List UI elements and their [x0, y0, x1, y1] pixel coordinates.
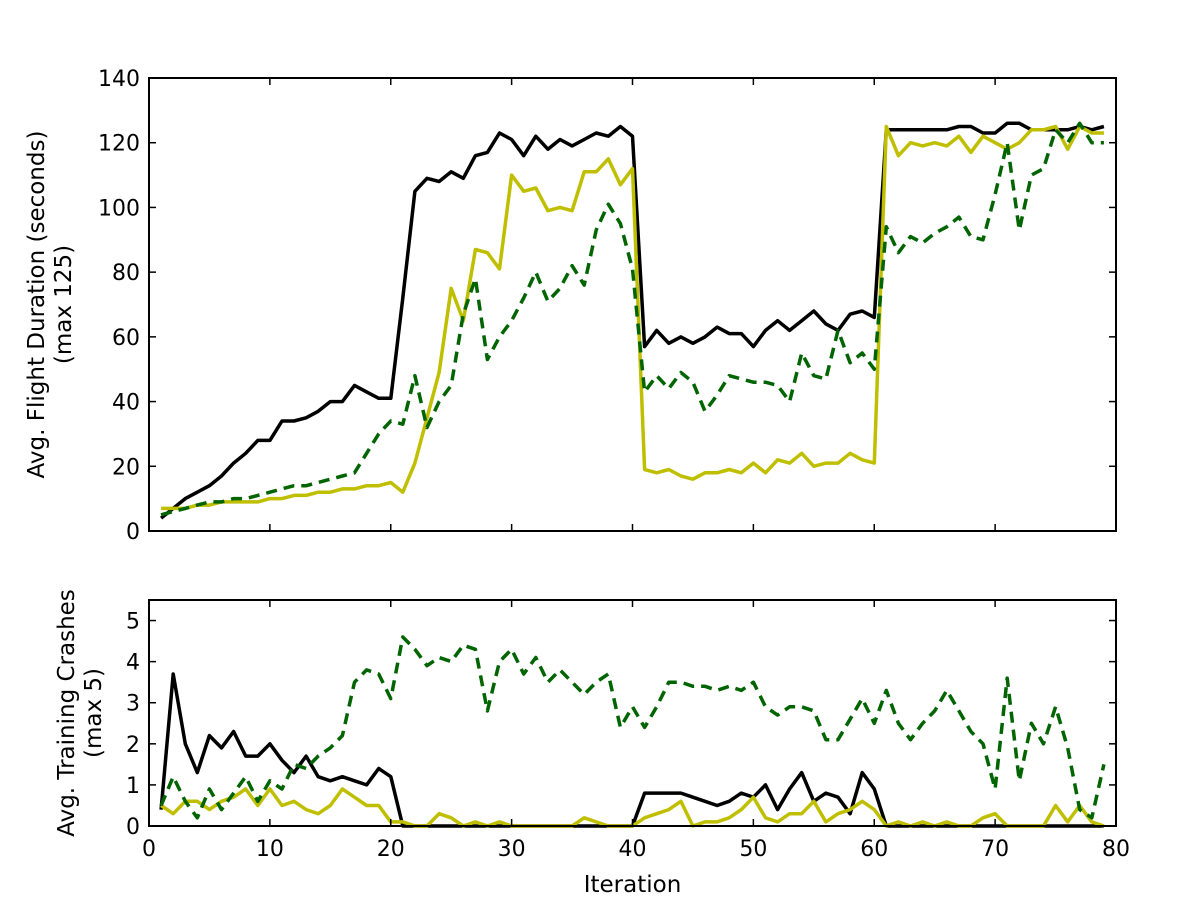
y-tick-label: 1 — [126, 774, 140, 799]
x-tick-label: 40 — [619, 837, 647, 862]
y-tick-label: 120 — [98, 132, 140, 157]
y-tick-label: 100 — [98, 196, 140, 221]
x-axis-label: Iteration — [584, 872, 682, 898]
y-tick-label: 3 — [126, 692, 140, 717]
y-tick-label: 0 — [126, 815, 140, 840]
x-tick-label: 20 — [377, 837, 405, 862]
x-tick-label: 80 — [1102, 837, 1130, 862]
x-tick-label: 30 — [498, 837, 526, 862]
x-tick-label: 0 — [142, 837, 156, 862]
y-tick-label: 20 — [112, 455, 140, 480]
y-tick-label: 5 — [126, 610, 140, 635]
x-tick-label: 70 — [981, 837, 1009, 862]
flight-duration-panel: 0 20 40 60 80 100 120 140 Avg. Flight Duration (… — [24, 67, 1117, 545]
series-line-3 — [159, 635, 1106, 820]
axes-frame — [148, 599, 1117, 827]
y-tick-label: 4 — [126, 651, 140, 676]
y-axis-label: Avg. Flight Duration (seconds)(max 125) — [24, 131, 77, 479]
y-tick-label: 0 — [126, 520, 140, 545]
y-tick-label: 60 — [112, 326, 140, 351]
series-line-2 — [161, 124, 1104, 511]
x-tick-label: 50 — [739, 837, 767, 862]
y-tick-label: 2 — [126, 733, 140, 758]
y-tick-label: 140 — [98, 67, 140, 92]
series-line-1 — [160, 121, 1105, 520]
series-line-3 — [160, 121, 1104, 517]
y-tick-label: 40 — [112, 391, 140, 416]
x-tick-label: 10 — [256, 837, 284, 862]
series-line-1 — [159, 672, 1104, 828]
x-tick-label: 60 — [860, 837, 888, 862]
y-tick-label: 80 — [112, 261, 140, 286]
y-axis-label: Avg. Training Crashes(max 5) — [54, 589, 107, 837]
